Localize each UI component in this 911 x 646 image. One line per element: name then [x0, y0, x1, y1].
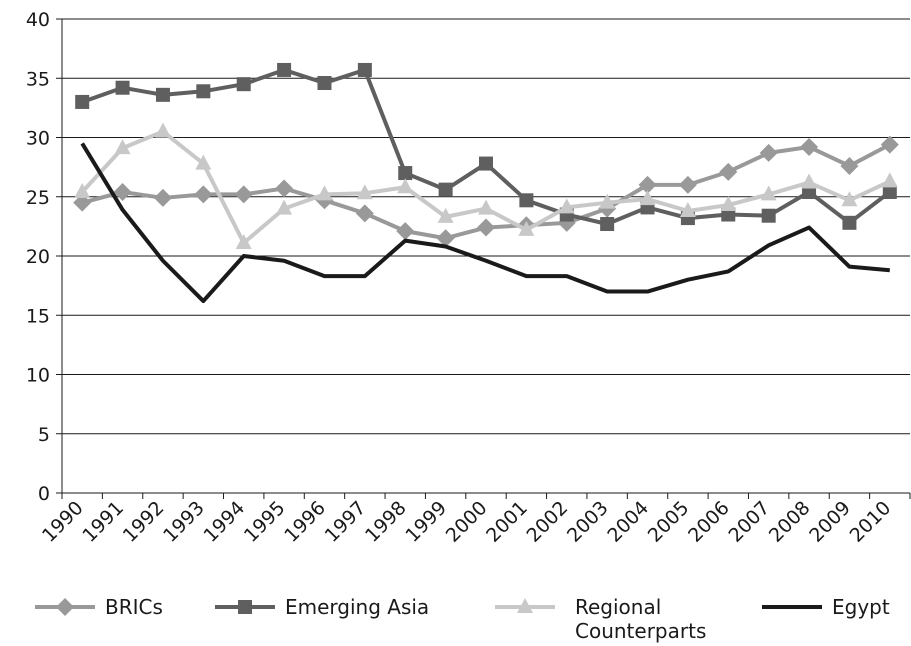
marker	[881, 172, 898, 188]
marker	[760, 185, 777, 201]
marker	[194, 185, 213, 204]
marker	[396, 222, 415, 241]
x-tick-label: 2005	[644, 497, 694, 547]
marker	[639, 190, 656, 206]
y-tick-label: 15	[26, 305, 50, 327]
y-tick-label: 5	[38, 424, 50, 446]
marker	[519, 193, 534, 208]
x-tick-label: 1992	[119, 497, 169, 547]
line	[80, 142, 890, 304]
marker	[74, 183, 91, 199]
x-tick-label: 1996	[280, 497, 330, 547]
x-tick-label: 2000	[442, 497, 492, 547]
y-tick-label: 40	[26, 9, 50, 31]
x-tick-label: 1994	[199, 497, 249, 547]
marker	[558, 198, 575, 214]
marker	[719, 162, 738, 181]
x-tick-label: 2008	[765, 497, 815, 547]
marker	[276, 199, 293, 215]
marker	[113, 183, 132, 202]
marker	[195, 154, 212, 170]
marker	[761, 208, 776, 223]
marker	[638, 175, 657, 194]
marker	[115, 80, 130, 95]
legend-marker	[517, 598, 533, 613]
marker	[600, 217, 615, 232]
marker	[477, 218, 495, 237]
series	[74, 122, 898, 249]
legend-label: Emerging Asia	[285, 595, 430, 619]
marker	[355, 204, 374, 223]
marker	[153, 188, 172, 207]
x-tick-label: 2001	[482, 497, 532, 547]
x-tick-label: 2009	[805, 497, 855, 547]
marker	[800, 137, 819, 156]
marker	[438, 182, 453, 197]
marker	[397, 178, 414, 194]
legend-label: Egypt	[832, 595, 890, 619]
marker	[235, 233, 252, 249]
x-tick-label: 1997	[321, 497, 371, 547]
marker	[154, 122, 171, 138]
marker	[882, 185, 897, 200]
legend-label: BRICs	[105, 595, 163, 619]
marker	[518, 220, 535, 236]
x-tick-label: 2004	[603, 497, 653, 547]
marker	[478, 199, 494, 215]
marker	[277, 62, 292, 77]
marker	[599, 193, 616, 209]
x-tick-label: 1991	[78, 497, 128, 547]
x-tick-label: 1993	[159, 497, 209, 547]
marker	[720, 196, 737, 212]
y-tick-label: 35	[26, 68, 50, 90]
marker	[234, 185, 253, 204]
x-tick-label: 2002	[523, 497, 573, 547]
marker	[759, 143, 778, 162]
marker	[356, 184, 373, 200]
marker	[678, 175, 697, 194]
marker	[842, 215, 857, 230]
marker	[236, 77, 251, 92]
x-tick-label: 2007	[724, 497, 774, 547]
y-tick-label: 30	[26, 128, 50, 150]
marker	[880, 135, 899, 154]
x-tick-label: 2010	[846, 497, 896, 547]
marker	[316, 185, 333, 201]
marker	[840, 156, 859, 175]
y-tick-label: 20	[26, 246, 50, 268]
marker	[73, 193, 92, 212]
x-tick-label: 1999	[401, 497, 451, 547]
marker	[398, 166, 413, 181]
x-tick-label: 2006	[684, 497, 734, 547]
x-tick-label: 1995	[240, 497, 290, 547]
marker	[114, 139, 131, 155]
legend-marker	[56, 598, 74, 616]
x-tick-label: 1998	[361, 497, 411, 547]
legend-label: Regional Counterparts	[575, 595, 707, 643]
series	[80, 142, 890, 304]
y-tick-label: 0	[38, 483, 50, 505]
y-tick-label: 25	[26, 187, 50, 209]
marker	[196, 84, 211, 99]
legend-marker	[238, 600, 252, 614]
marker	[437, 207, 454, 223]
marker	[317, 75, 332, 90]
marker	[75, 94, 90, 109]
marker	[479, 156, 493, 171]
x-tick-label: 2003	[563, 497, 613, 547]
marker	[275, 179, 294, 198]
marker	[841, 191, 858, 207]
marker	[801, 173, 818, 189]
y-tick-label: 10	[26, 365, 50, 387]
marker	[155, 87, 170, 102]
marker	[436, 229, 455, 248]
marker	[679, 201, 696, 217]
marker	[357, 62, 372, 77]
